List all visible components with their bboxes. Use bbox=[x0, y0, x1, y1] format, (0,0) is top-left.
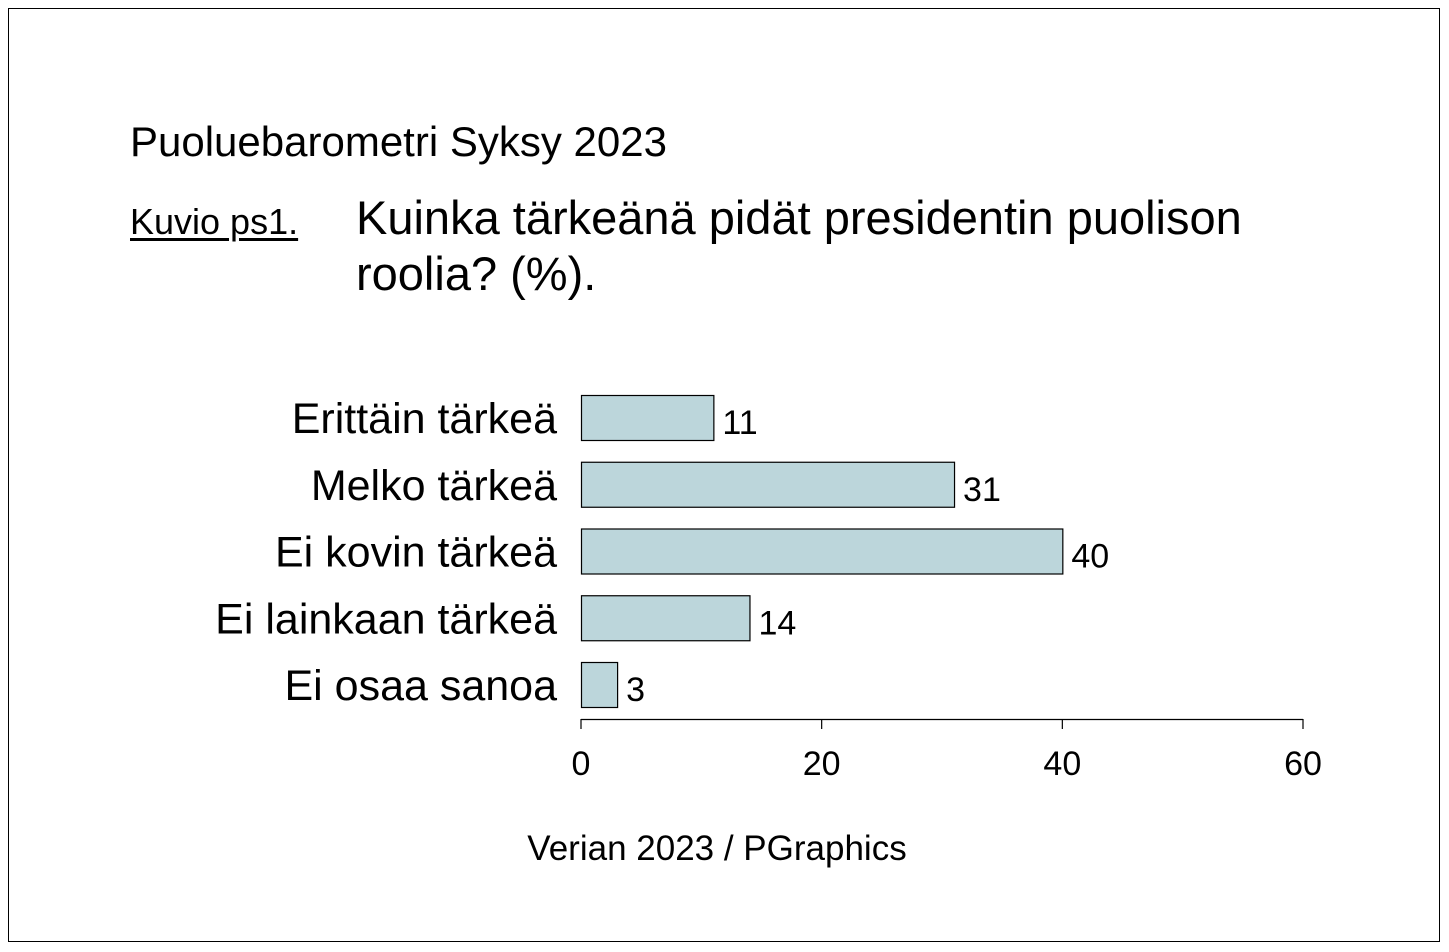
value-labels: 11 31 40 14 3 bbox=[626, 404, 1109, 709]
category-labels: Erittäin tärkeä Melko tärkeä Ei kovin tärk… bbox=[215, 395, 557, 710]
data-label: 40 bbox=[1071, 538, 1109, 576]
figure-question: Kuinka tärkeänä pidät presidentin puolis… bbox=[356, 191, 1242, 300]
category-label: Ei osaa sanoa bbox=[284, 662, 557, 710]
data-label: 11 bbox=[722, 404, 757, 442]
bar bbox=[580, 461, 956, 508]
data-label: 3 bbox=[626, 671, 645, 709]
report-title: Puoluebarometri Syksy 2023 bbox=[130, 118, 667, 165]
x-tick-label: 60 bbox=[1284, 745, 1322, 783]
x-tick-label: 20 bbox=[803, 745, 841, 783]
bar bbox=[580, 595, 751, 642]
bars bbox=[580, 394, 1064, 709]
category-label: Ei lainkaan tärkeä bbox=[215, 595, 557, 643]
x-tick-label: 0 bbox=[572, 745, 591, 783]
category-label: Ei kovin tärkeä bbox=[275, 529, 557, 577]
data-label: 14 bbox=[758, 604, 796, 642]
bar bbox=[580, 394, 715, 442]
data-label: 31 bbox=[963, 471, 1001, 509]
bar bbox=[580, 661, 619, 709]
x-tick-label: 40 bbox=[1043, 745, 1081, 783]
source-note: Verian 2023 / PGraphics bbox=[527, 829, 907, 868]
figure-label: Kuvio ps1. bbox=[130, 201, 299, 242]
chart-frame bbox=[8, 8, 1440, 942]
category-label: Melko tärkeä bbox=[311, 462, 557, 510]
bar bbox=[580, 528, 1064, 575]
x-axis: 0 20 40 60 bbox=[572, 718, 1322, 783]
category-label: Erittäin tärkeä bbox=[292, 395, 557, 443]
